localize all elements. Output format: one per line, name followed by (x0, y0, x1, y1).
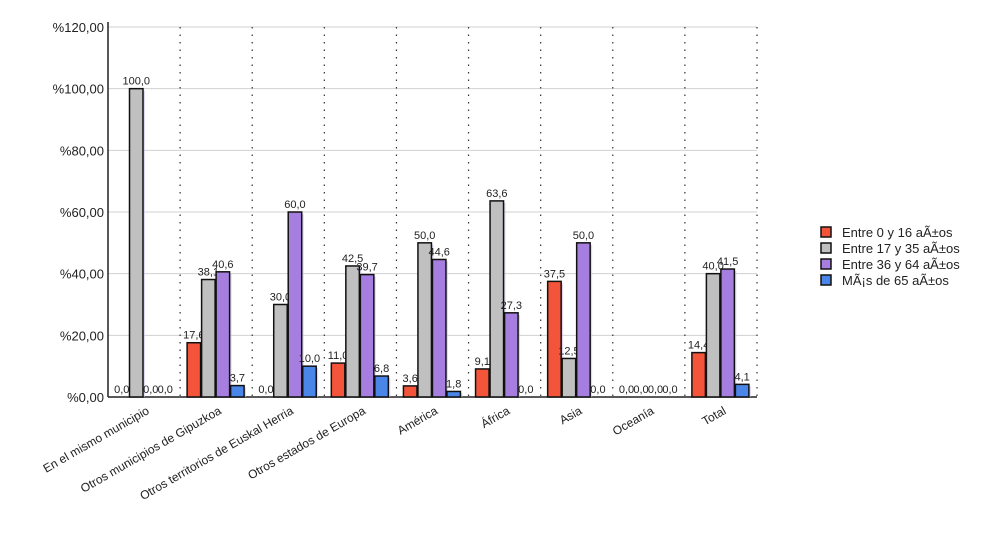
x-tick-label: Otros municipios de Gipuzkoa (78, 403, 224, 495)
bar (503, 312, 519, 398)
legend-swatch (820, 226, 832, 238)
data-label: 42,5 (342, 253, 363, 265)
bar (128, 87, 144, 398)
data-label: 10,0 (299, 353, 320, 365)
x-tick-label: América (395, 403, 440, 437)
bar (272, 303, 288, 398)
bar (374, 375, 390, 398)
y-tick-label: %0,00 (67, 390, 104, 405)
bar (200, 278, 216, 398)
legend-swatch (820, 274, 832, 286)
x-tick-label: África (478, 402, 512, 430)
data-label: 6,8 (374, 363, 389, 375)
data-label: 3,7 (230, 373, 245, 385)
legend-swatch (820, 242, 832, 254)
data-label: 0,0 (114, 384, 129, 396)
data-label: 0,0 (158, 384, 173, 396)
bar (546, 280, 562, 398)
data-label: 38,1 (198, 267, 219, 279)
x-tick-label: Total (699, 403, 728, 428)
y-tick-label: %100,00 (53, 82, 104, 97)
bar (402, 385, 418, 398)
data-label: 0,0 (258, 384, 273, 396)
y-tick-label: %40,00 (60, 267, 104, 282)
legend-swatch (820, 258, 832, 270)
data-label: 50,0 (573, 230, 594, 242)
legend-label: Entre 17 y 35 aÃ±os (842, 241, 960, 256)
bar (301, 365, 317, 398)
x-tick-label: Otros estados de Europa (245, 403, 368, 482)
data-label: 30,0 (270, 292, 291, 304)
data-label: 0,0 (590, 384, 605, 396)
data-label: 12,5 (558, 345, 579, 357)
bar (215, 271, 231, 398)
data-label: 14,4 (688, 340, 709, 352)
x-tick-label: Asia (557, 403, 584, 427)
bar (359, 273, 375, 398)
legend-label: MÃ¡s de 65 aÃ±os (842, 273, 949, 288)
legend-label: Entre 0 y 16 aÃ±os (842, 225, 953, 240)
bar (446, 390, 462, 398)
data-label: 39,7 (356, 262, 377, 274)
data-label: 0,0 (518, 384, 533, 396)
bar (229, 384, 245, 398)
data-label: 0,0 (633, 384, 648, 396)
data-label: 40,6 (212, 259, 233, 271)
bar (474, 368, 490, 398)
bar (330, 362, 346, 398)
data-label: 37,5 (544, 268, 565, 280)
y-tick-label: %60,00 (60, 205, 104, 220)
bar (186, 341, 202, 398)
data-label: 0,0 (619, 384, 634, 396)
data-label: 0,0 (143, 384, 158, 396)
y-tick-label: %20,00 (60, 328, 104, 343)
bar (417, 242, 433, 398)
data-label: 41,5 (717, 256, 738, 268)
y-tick-label: %80,00 (60, 143, 104, 158)
bar (345, 265, 361, 398)
bar (575, 242, 591, 398)
bar (734, 383, 750, 398)
bar (691, 351, 707, 398)
data-label: 0,0 (662, 384, 677, 396)
y-tick-label: %120,00 (53, 20, 104, 35)
data-label: 3,6 (403, 373, 418, 385)
x-tick-label: Oceanía (610, 403, 657, 438)
data-label: 50,0 (414, 230, 435, 242)
data-label: 100,0 (122, 76, 150, 88)
data-label: 9,1 (475, 356, 490, 368)
data-label: 27,3 (501, 300, 522, 312)
bar (705, 272, 721, 398)
data-label: 1,8 (446, 378, 461, 390)
data-label: 44,6 (428, 246, 449, 258)
data-label: 4,1 (734, 371, 749, 383)
data-label: 60,0 (284, 199, 305, 211)
bar (720, 268, 736, 398)
data-label: 17,6 (183, 330, 204, 342)
legend-label: Entre 36 y 64 aÃ±os (842, 257, 960, 272)
bar (431, 258, 447, 398)
bar (561, 357, 577, 398)
bar (489, 200, 505, 398)
data-label: 40,0 (702, 261, 723, 273)
bar (287, 211, 303, 398)
data-label: 11,0 (328, 350, 349, 362)
data-label: 63,6 (486, 188, 507, 200)
data-label: 0,0 (648, 384, 663, 396)
